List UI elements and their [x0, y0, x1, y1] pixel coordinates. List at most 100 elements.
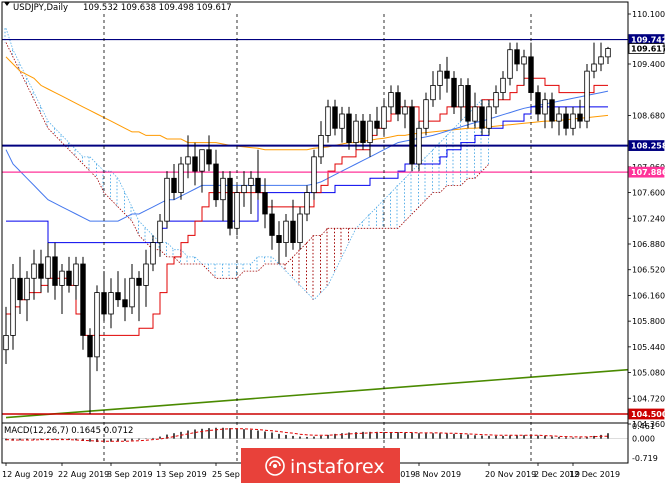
x-tick-label: 3 Sep 2019: [107, 470, 153, 479]
candle-body: [263, 193, 268, 214]
x-tick-label: 13 Sep 2019: [156, 470, 207, 479]
candle-body: [473, 107, 478, 121]
candle-body: [564, 114, 569, 128]
candle-body: [172, 178, 177, 192]
candle-body: [179, 164, 184, 193]
candle-body: [81, 264, 86, 335]
candle: [466, 78, 471, 128]
y-tick-label: 106.880: [632, 240, 665, 249]
candle-body: [606, 49, 611, 57]
candle-body: [67, 271, 72, 285]
candle-body: [543, 100, 548, 114]
candle-body: [459, 85, 464, 106]
y-tick-label: 107.240: [632, 214, 665, 223]
candle-body: [375, 121, 380, 128]
candle: [165, 171, 170, 228]
candle-body: [585, 71, 590, 121]
candle-body: [186, 157, 191, 164]
candle: [228, 171, 233, 235]
candle-body: [200, 150, 205, 171]
candle-body: [312, 157, 317, 193]
y-tick-label: 108.680: [632, 111, 665, 120]
candle-body: [235, 193, 240, 229]
x-tick-label: 12 Dec 2019: [569, 470, 620, 479]
price-tag-label: 108.258: [631, 142, 665, 151]
candle-body: [431, 85, 436, 99]
candle-body: [599, 57, 604, 64]
macd-tick-label: -0.719: [632, 454, 658, 463]
candle-body: [25, 278, 30, 299]
candle: [417, 121, 422, 171]
candle-body: [137, 278, 142, 285]
candle-body: [193, 157, 198, 171]
watermark: instaforex: [241, 448, 400, 483]
candle-body: [571, 114, 576, 128]
candle-body: [151, 243, 156, 264]
candle-body: [95, 293, 100, 357]
y-tick-label: 110.100: [632, 10, 665, 19]
candle-body: [144, 264, 149, 285]
header-symbol: USDJPY,Daily: [13, 3, 68, 13]
candle-body: [116, 293, 121, 300]
candle-body: [228, 178, 233, 228]
candle-body: [326, 107, 331, 136]
candle-body: [347, 114, 352, 143]
candle-body: [207, 150, 212, 164]
candle-body: [221, 178, 226, 199]
candle-body: [361, 121, 366, 142]
candle-body: [494, 93, 499, 107]
y-tick-label: 109.400: [632, 60, 665, 69]
candle-body: [382, 107, 387, 128]
candle-body: [74, 264, 79, 285]
candle-body: [438, 71, 443, 85]
price-tag: 104.500: [629, 409, 665, 419]
price-tag-label: 107.886: [631, 168, 665, 177]
candle-body: [123, 300, 128, 307]
candle: [410, 100, 415, 171]
candle-body: [4, 335, 9, 349]
candle-body: [578, 114, 583, 121]
candle-body: [109, 293, 114, 314]
x-tick-label: 20 Nov 2019: [485, 470, 536, 479]
y-tick-label: 107.600: [632, 189, 665, 198]
candle-body: [88, 335, 93, 356]
candle-body: [158, 221, 163, 242]
candle-body: [130, 278, 135, 307]
candle-body: [536, 93, 541, 114]
candle-body: [214, 164, 219, 200]
header-ohlc: 109.532 109.638 109.498 109.617: [83, 3, 232, 13]
candle-body: [333, 107, 338, 128]
macd-tick-label: 0.461: [632, 422, 655, 431]
y-tick-label: 106.160: [632, 291, 665, 300]
price-tag: 108.258: [629, 141, 665, 151]
candle-body: [53, 257, 58, 286]
candle-body: [102, 293, 107, 314]
candle-body: [396, 93, 401, 114]
macd-label: MACD(12,26,7) 0.1645 0.0712: [4, 426, 133, 436]
candle-body: [319, 135, 324, 156]
candle-body: [165, 178, 170, 221]
candle-body: [291, 221, 296, 242]
candle-body: [18, 278, 23, 299]
candle-body: [389, 93, 394, 107]
candle-body: [550, 100, 555, 121]
candle: [312, 150, 317, 200]
macd-tick-label: 0.000: [632, 435, 655, 444]
candle-body: [305, 193, 310, 214]
y-tick-label: 104.720: [632, 394, 665, 403]
x-tick-label: 22 Aug 2019: [58, 470, 109, 479]
price-tag: 109.742: [629, 35, 665, 45]
candle-body: [368, 121, 373, 142]
price-tag: 109.617: [629, 44, 665, 54]
candle-body: [39, 264, 44, 278]
candle-body: [522, 57, 527, 64]
candle-body: [557, 114, 562, 121]
candle-body: [501, 78, 506, 92]
candle-body: [417, 128, 422, 164]
candle-body: [403, 107, 408, 114]
candle-body: [256, 178, 261, 192]
candle-body: [529, 57, 534, 93]
candle-body: [298, 214, 303, 243]
candle-body: [487, 107, 492, 128]
